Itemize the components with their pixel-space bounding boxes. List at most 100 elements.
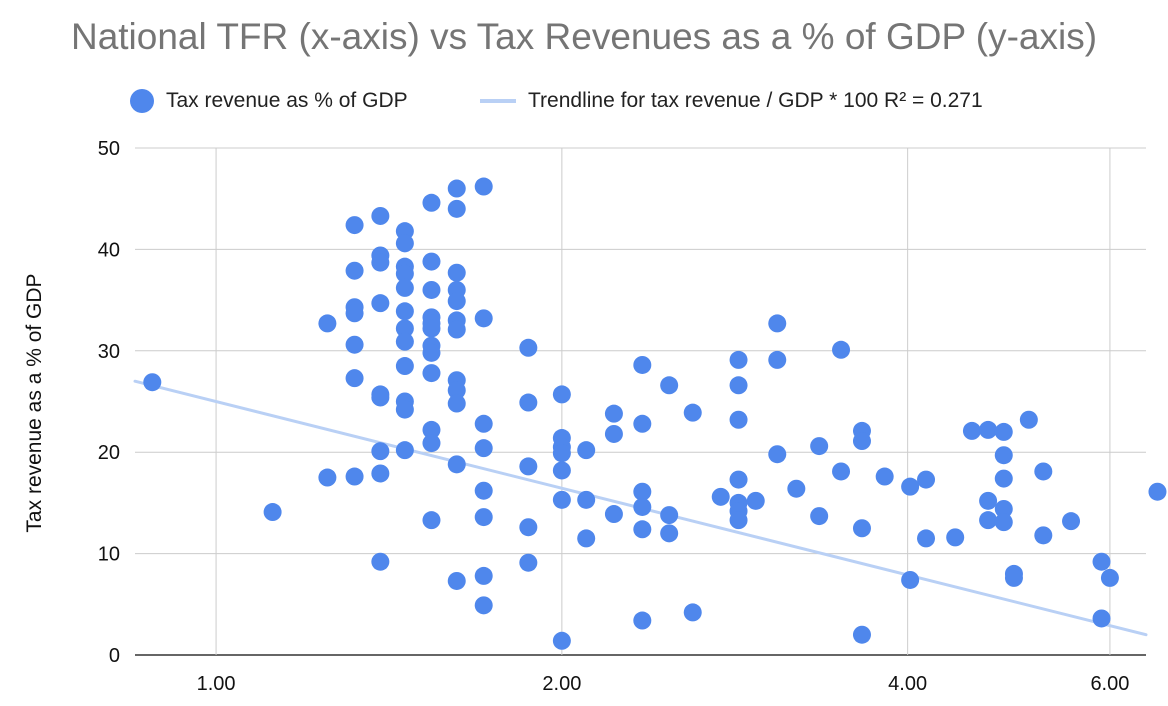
- data-point: [994, 499, 1013, 518]
- data-point: [371, 552, 390, 571]
- data-point: [832, 340, 851, 359]
- data-point: [729, 511, 748, 530]
- data-point: [345, 304, 364, 323]
- data-point: [768, 445, 787, 464]
- legend: Tax revenue as % of GDP Trendline for ta…: [0, 86, 1168, 116]
- data-point: [633, 497, 652, 516]
- data-point: [962, 421, 981, 440]
- data-point: [552, 444, 571, 463]
- x-tick-label: 2.00: [542, 673, 581, 695]
- data-point: [552, 490, 571, 509]
- legend-item-points[interactable]: Tax revenue as % of GDP: [130, 86, 408, 116]
- data-point: [633, 482, 652, 501]
- data-point: [474, 177, 493, 196]
- data-point: [422, 420, 441, 439]
- data-point: [1004, 568, 1023, 587]
- legend-marker-line-icon: [480, 99, 516, 103]
- data-point: [660, 506, 679, 525]
- data-point: [395, 332, 414, 351]
- data-point: [395, 357, 414, 376]
- data-point: [395, 302, 414, 321]
- data-point: [994, 446, 1013, 465]
- data-point: [577, 490, 596, 509]
- data-point: [1092, 552, 1111, 571]
- data-point: [660, 524, 679, 543]
- gridlines: [135, 147, 1146, 656]
- data-point: [604, 424, 623, 443]
- data-point: [447, 394, 466, 413]
- data-point: [395, 319, 414, 338]
- data-point: [768, 314, 787, 333]
- data-point: [994, 469, 1013, 488]
- y-tick-label: 30: [98, 341, 120, 363]
- data-point: [474, 508, 493, 527]
- data-point: [660, 376, 679, 395]
- legend-label-points: Tax revenue as % of GDP: [166, 89, 408, 112]
- data-point: [683, 603, 702, 622]
- data-point: [422, 280, 441, 299]
- data-point: [979, 511, 998, 530]
- data-point: [447, 381, 466, 400]
- data-point: [345, 369, 364, 388]
- data-point: [474, 309, 493, 328]
- data-point: [345, 216, 364, 235]
- data-point: [447, 320, 466, 339]
- data-point: [1019, 410, 1038, 429]
- data-point: [1092, 609, 1111, 628]
- data-point: [519, 457, 538, 476]
- x-tick-label: 6.00: [1090, 673, 1129, 695]
- data-point: [519, 553, 538, 572]
- x-tick-label: 4.00: [888, 673, 927, 695]
- y-tick-label: 10: [98, 544, 120, 566]
- data-point: [395, 278, 414, 297]
- data-point: [422, 343, 441, 362]
- data-point: [422, 193, 441, 212]
- data-point: [552, 631, 571, 650]
- data-point: [447, 179, 466, 198]
- data-point: [318, 468, 337, 487]
- data-point: [633, 355, 652, 374]
- data-point: [901, 477, 920, 496]
- data-point: [768, 350, 787, 369]
- data-point: [263, 503, 282, 522]
- data-point: [371, 206, 390, 225]
- data-point: [345, 467, 364, 486]
- data-point: [447, 263, 466, 282]
- data-point: [474, 439, 493, 458]
- data-point: [519, 338, 538, 357]
- data-point: [604, 404, 623, 423]
- legend-item-trendline[interactable]: Trendline for tax revenue / GDP * 100 R²…: [480, 86, 983, 116]
- data-point: [852, 432, 871, 451]
- data-point: [143, 373, 162, 392]
- data-point: [946, 528, 965, 547]
- legend-label-trendline: Trendline for tax revenue / GDP * 100 R²…: [528, 89, 983, 112]
- data-point: [633, 611, 652, 630]
- data-point: [318, 314, 337, 333]
- data-point: [979, 420, 998, 439]
- data-point: [577, 441, 596, 460]
- data-point: [371, 464, 390, 483]
- data-point: [711, 487, 730, 506]
- data-point: [395, 400, 414, 419]
- data-point: [604, 505, 623, 524]
- chart-title: National TFR (x-axis) vs Tax Revenues as…: [70, 16, 1098, 57]
- data-point: [852, 625, 871, 644]
- data-point: [447, 455, 466, 474]
- data-point: [633, 520, 652, 539]
- data-point: [345, 261, 364, 280]
- legend-marker-circle-icon: [130, 89, 154, 113]
- data-point: [395, 441, 414, 460]
- data-point: [1062, 512, 1081, 531]
- data-point: [875, 467, 894, 486]
- data-point: [852, 519, 871, 538]
- data-point: [1100, 568, 1119, 587]
- data-point: [519, 518, 538, 537]
- axis-labels: 0 10 20 30 40 50 1.00 2.00 4.00 6.00: [98, 138, 1130, 695]
- y-tick-label: 0: [109, 645, 120, 667]
- data-point: [447, 571, 466, 590]
- data-point: [474, 481, 493, 500]
- data-point: [683, 403, 702, 422]
- data-point: [447, 292, 466, 311]
- data-point: [746, 491, 765, 510]
